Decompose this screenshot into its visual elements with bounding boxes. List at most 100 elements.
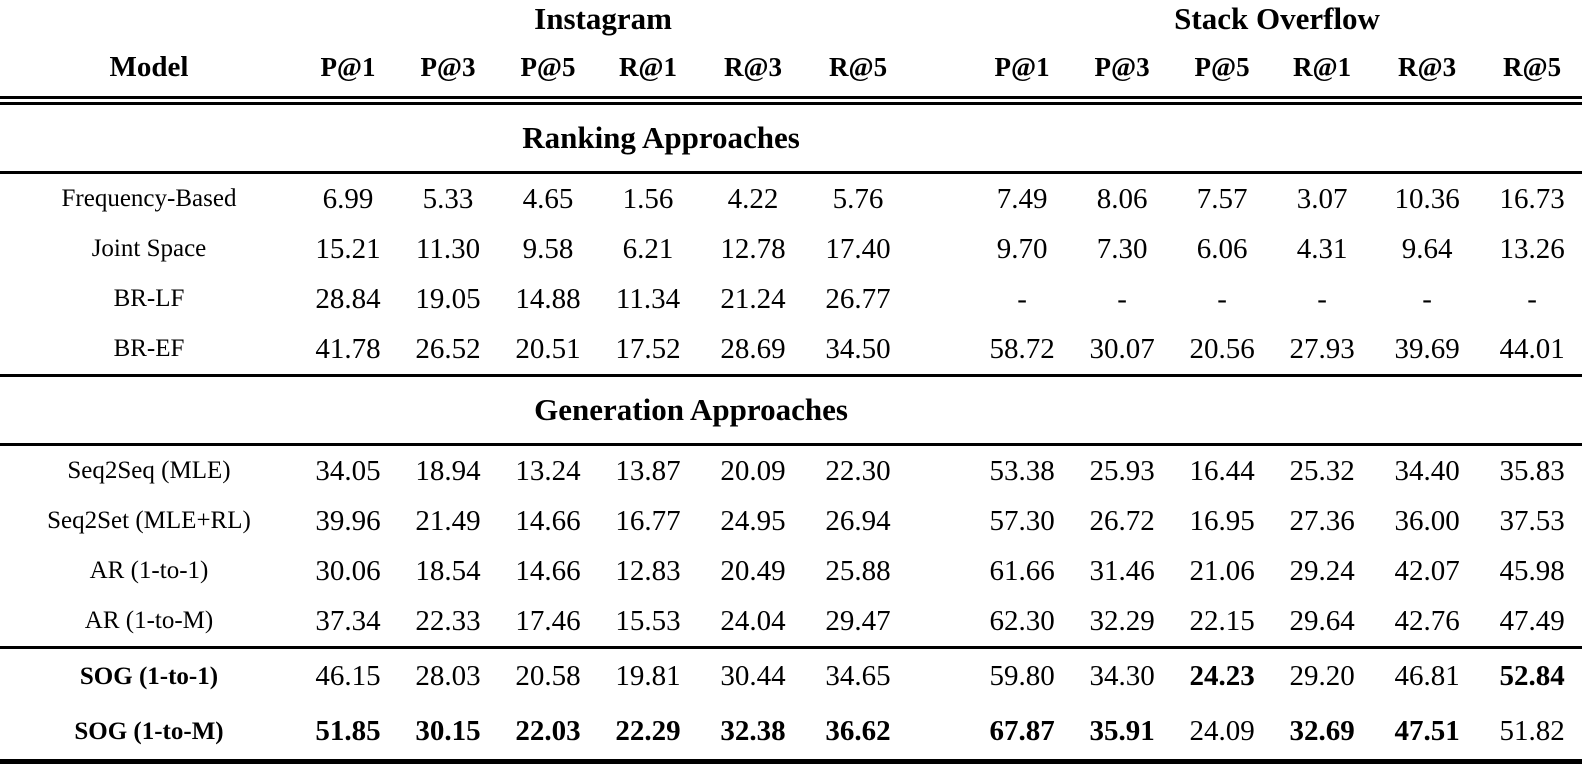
value-cell: 24.23: [1172, 646, 1273, 704]
value-cell: 21.24: [720, 282, 786, 315]
value-cell: 3.07: [1296, 182, 1348, 215]
table-row: Seq2Seq (MLE) 34.05 18.94 13.24 13.87 20.09 22…: [0, 445, 1582, 497]
column-spacer: [908, 274, 972, 324]
value-cell: 14.66: [515, 554, 581, 587]
value-cell: 20.56: [1189, 332, 1255, 365]
value-cell: -: [1317, 282, 1327, 315]
metric-header-p5: P@5: [498, 38, 598, 105]
value-cell: 21.06: [1189, 554, 1255, 587]
column-spacer: [908, 224, 972, 274]
column-spacer: [908, 0, 972, 38]
model-column-header: Model: [0, 38, 298, 105]
value-cell: 24.09: [1189, 715, 1255, 747]
value-cell: 22.15: [1189, 604, 1255, 637]
value-cell: 16.44: [1189, 454, 1255, 487]
value-cell: 25.93: [1089, 454, 1155, 487]
value-cell: 4.31: [1296, 232, 1348, 265]
model-name-cell: SOG (1-to-1): [0, 646, 298, 704]
value-cell: 6.99: [322, 182, 374, 215]
value-cell: 62.30: [989, 604, 1055, 637]
value-cell: 15.21: [315, 232, 381, 265]
model-name-cell: Joint Space: [91, 235, 207, 262]
value-cell: 34.50: [825, 332, 891, 365]
value-cell: 34.65: [808, 646, 909, 704]
column-spacer: [908, 38, 973, 105]
value-cell: 7.30: [1096, 232, 1148, 265]
metric-header-p3: P@3: [1072, 38, 1173, 105]
table-row: BR-EF 41.78 26.52 20.51 17.52 28.69 34.50 58.72…: [0, 324, 1582, 376]
value-cell: 24.04: [720, 604, 786, 637]
value-cell: 22.30: [825, 454, 891, 487]
column-spacer: [908, 646, 973, 704]
value-cell: 12.78: [720, 232, 786, 265]
value-cell: 22.33: [415, 604, 481, 637]
metric-header-r1: R@1: [1272, 38, 1373, 105]
value-cell: 51.85: [315, 715, 381, 747]
value-cell: 20.51: [515, 332, 581, 365]
dataset-header-row: Instagram Stack Overflow: [0, 0, 1582, 38]
value-cell: -: [1527, 282, 1537, 315]
model-name-cell: BR-LF: [113, 285, 185, 312]
value-cell: 20.49: [720, 554, 786, 587]
section-title: Ranking Approaches: [0, 100, 1582, 174]
value-cell: 39.96: [315, 504, 381, 537]
column-spacer: [908, 496, 972, 546]
value-cell: -: [1422, 282, 1432, 315]
value-cell: 35.91: [1089, 715, 1155, 747]
metric-header-r3: R@3: [1372, 38, 1483, 105]
value-cell: 44.01: [1499, 332, 1565, 365]
column-spacer: [908, 546, 972, 596]
value-cell: 32.38: [720, 715, 786, 747]
value-cell: 26.72: [1089, 504, 1155, 537]
value-cell: 20.58: [498, 646, 598, 704]
value-cell: 10.36: [1394, 182, 1460, 215]
value-cell: 22.03: [515, 715, 581, 747]
metric-header-p1: P@1: [972, 38, 1073, 105]
value-cell: 4.22: [727, 182, 779, 215]
value-cell: 25.32: [1289, 454, 1355, 487]
metric-header-r1: R@1: [598, 38, 698, 105]
section-header-row: Ranking Approaches: [0, 100, 1582, 174]
value-cell: 46.81: [1372, 646, 1483, 704]
table-row: BR-LF 28.84 19.05 14.88 11.34 21.24 26.77 - - - - -…: [0, 274, 1582, 324]
value-cell: 27.36: [1289, 504, 1355, 537]
value-cell: 24.95: [720, 504, 786, 537]
value-cell: -: [1017, 282, 1027, 315]
value-cell: 39.69: [1394, 332, 1460, 365]
value-cell: 35.83: [1499, 454, 1565, 487]
column-spacer: [908, 324, 972, 376]
column-spacer: [908, 173, 972, 225]
value-cell: 16.77: [615, 504, 681, 537]
value-cell: 45.98: [1499, 554, 1565, 587]
value-cell: 37.53: [1499, 504, 1565, 537]
value-cell: 6.21: [622, 232, 674, 265]
value-cell: 32.69: [1289, 715, 1355, 747]
value-cell: 26.94: [825, 504, 891, 537]
value-cell: 16.95: [1189, 504, 1255, 537]
value-cell: 14.66: [515, 504, 581, 537]
value-cell: 52.84: [1482, 646, 1582, 704]
value-cell: 36.62: [825, 715, 891, 747]
dataset-header-instagram: Instagram: [534, 1, 672, 36]
value-cell: 28.03: [398, 646, 498, 704]
value-cell: 51.82: [1499, 715, 1565, 747]
value-cell: 9.64: [1401, 232, 1453, 265]
value-cell: 53.38: [989, 454, 1055, 487]
value-cell: 19.81: [598, 646, 698, 704]
value-cell: 17.46: [515, 604, 581, 637]
metric-header-r5: R@5: [808, 38, 909, 105]
value-cell: 25.88: [825, 554, 891, 587]
value-cell: 67.87: [989, 715, 1055, 747]
model-name-cell: AR (1-to-M): [84, 607, 214, 634]
value-cell: -: [1217, 282, 1227, 315]
value-cell: 7.49: [996, 182, 1048, 215]
value-cell: 5.33: [422, 182, 474, 215]
corner-spacer: [0, 0, 298, 38]
model-name-cell: AR (1-to-1): [89, 557, 209, 584]
column-spacer: [908, 704, 972, 762]
value-cell: 34.30: [1072, 646, 1173, 704]
table-row: Joint Space 15.21 11.30 9.58 6.21 12.78 17.40 9…: [0, 224, 1582, 274]
value-cell: 26.77: [825, 282, 891, 315]
value-cell: 9.58: [522, 232, 574, 265]
